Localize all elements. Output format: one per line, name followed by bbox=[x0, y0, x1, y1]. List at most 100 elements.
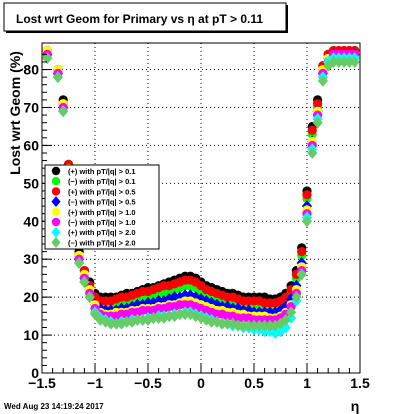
legend-label: (−) with pT/|q| > 0.5 bbox=[68, 198, 136, 207]
x-tick-label: −1 bbox=[87, 375, 103, 391]
data-point bbox=[84, 291, 95, 304]
data-point bbox=[137, 313, 148, 326]
y-tick-label: 80 bbox=[23, 62, 39, 78]
data-point bbox=[132, 313, 143, 326]
data-point bbox=[296, 268, 307, 281]
y-tick-label: 60 bbox=[23, 137, 39, 153]
legend-label: (+) with pT/|q| > 2.0 bbox=[68, 228, 136, 237]
data-point bbox=[339, 55, 350, 68]
data-point bbox=[121, 315, 132, 328]
data-point bbox=[105, 317, 116, 330]
data-point bbox=[233, 319, 244, 332]
data-point bbox=[174, 308, 185, 321]
data-point bbox=[349, 55, 360, 68]
data-point bbox=[307, 125, 317, 135]
data-point bbox=[79, 275, 90, 288]
data-point bbox=[217, 317, 228, 330]
data-point bbox=[254, 319, 265, 332]
data-point bbox=[52, 71, 63, 84]
title-box-shadow bbox=[6, 31, 288, 33]
title-box bbox=[3, 2, 287, 32]
data-point bbox=[291, 291, 302, 304]
data-point bbox=[312, 116, 323, 129]
data-point bbox=[275, 317, 286, 330]
data-point bbox=[243, 304, 254, 317]
legend-marker bbox=[51, 166, 61, 176]
y-tick-label: 40 bbox=[23, 213, 39, 229]
y-tick-label: 50 bbox=[23, 175, 39, 191]
legend-box bbox=[44, 164, 160, 250]
data-point bbox=[264, 319, 275, 332]
data-point bbox=[233, 302, 244, 315]
legend-marker bbox=[51, 196, 61, 208]
data-point bbox=[301, 215, 313, 228]
data-point bbox=[164, 310, 175, 323]
data-point bbox=[148, 312, 159, 324]
y-tick-label: 0 bbox=[31, 365, 39, 381]
data-point bbox=[180, 308, 191, 321]
data-point bbox=[280, 313, 291, 326]
x-tick-label: 0.5 bbox=[244, 375, 264, 391]
x-tick-label: −0.5 bbox=[134, 375, 162, 391]
y-axis-label: Lost wrt Geom (%) bbox=[7, 51, 23, 175]
axis-ticks: −1.5 −1 −0.5 0 0.5 1 1.5 0 10 20 30 40 50 60 70 80 bbox=[23, 53, 370, 391]
data-point bbox=[206, 296, 217, 309]
data-point bbox=[259, 319, 270, 332]
y-tick-label: 30 bbox=[23, 251, 39, 267]
data-point bbox=[238, 319, 249, 332]
data-point bbox=[323, 59, 334, 72]
data-point bbox=[185, 308, 196, 321]
x-tick-label: −1.5 bbox=[28, 375, 56, 391]
data-point bbox=[100, 315, 111, 328]
data-point bbox=[270, 319, 281, 332]
data-point bbox=[344, 55, 355, 68]
data-points bbox=[42, 45, 360, 340]
legend-marker bbox=[51, 226, 61, 238]
data-point bbox=[248, 319, 260, 332]
data-point bbox=[313, 99, 323, 109]
data-point bbox=[280, 321, 291, 334]
data-point bbox=[58, 105, 69, 118]
legend-label: (+) with pT/|q| > 0.5 bbox=[68, 187, 136, 196]
data-point bbox=[328, 55, 339, 68]
data-point bbox=[333, 55, 344, 68]
x-tick-label: 1.5 bbox=[350, 375, 370, 391]
y-tick-label: 70 bbox=[23, 99, 39, 115]
legend-label: (−) with pT/|q| > 0.1 bbox=[68, 177, 136, 186]
x-tick-label: 0 bbox=[197, 375, 205, 391]
chart-title: Lost wrt Geom for Primary vs η at pT > 0… bbox=[16, 12, 263, 26]
data-point bbox=[74, 257, 85, 269]
data-point bbox=[111, 317, 122, 330]
data-point bbox=[95, 313, 106, 326]
data-point bbox=[270, 327, 281, 340]
data-point bbox=[206, 315, 217, 328]
data-point bbox=[116, 317, 127, 330]
timestamp-footer: Wed Aug 23 14:19:24 2017 bbox=[4, 402, 104, 411]
data-point bbox=[153, 312, 164, 324]
data-point bbox=[42, 52, 53, 65]
y-tick-label: 10 bbox=[23, 327, 39, 343]
data-point bbox=[286, 306, 297, 319]
legend-marker bbox=[51, 217, 61, 227]
data-point bbox=[264, 306, 275, 319]
data-point bbox=[169, 310, 180, 323]
data-point bbox=[297, 247, 307, 257]
legend-label: (−) with pT/|q| > 2.0 bbox=[68, 238, 136, 247]
legend-marker bbox=[51, 177, 61, 186]
x-tick-label: 1 bbox=[303, 375, 311, 391]
data-point bbox=[243, 319, 254, 332]
title-box-shadow-right bbox=[286, 5, 288, 33]
legend-marker bbox=[51, 207, 61, 216]
legend-marker bbox=[51, 236, 61, 248]
data-point bbox=[142, 296, 154, 309]
data-point bbox=[211, 315, 222, 328]
legend-label: (+) with pT/|q| > 0.1 bbox=[68, 167, 136, 176]
data-point bbox=[317, 74, 328, 87]
legend-marker bbox=[51, 187, 61, 196]
y-tick-label: 20 bbox=[23, 289, 39, 305]
legend-label: (−) with pT/|q| > 1.0 bbox=[68, 218, 136, 227]
data-point bbox=[201, 313, 212, 326]
data-point bbox=[222, 317, 233, 330]
